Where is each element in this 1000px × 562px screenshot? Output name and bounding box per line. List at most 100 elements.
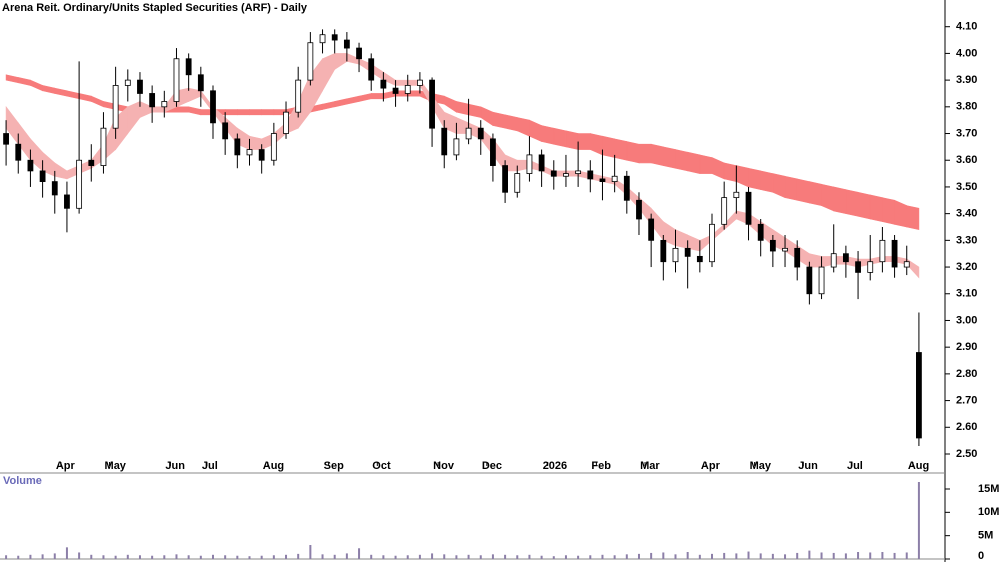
- volume-bar: [893, 552, 896, 559]
- volume-bar: [370, 554, 373, 559]
- ribbon-segment: [188, 106, 202, 116]
- y-tick-label: 3.10: [956, 288, 977, 300]
- ribbon-segment: [809, 181, 822, 207]
- candle-body: [3, 133, 9, 145]
- volume-bar: [394, 555, 397, 559]
- volume-bar: [406, 555, 409, 559]
- ribbon-segment: [663, 146, 676, 169]
- volume-bar: [504, 554, 507, 559]
- ribbon-segment: [322, 101, 336, 110]
- volume-bar: [102, 555, 105, 559]
- volume-bar: [759, 553, 762, 559]
- candle-body: [210, 90, 216, 124]
- ribbon-segment: [334, 98, 348, 108]
- ribbon-segment: [748, 167, 761, 190]
- volume-bar: [698, 554, 701, 559]
- volume-bar: [321, 554, 324, 559]
- ribbon-segment: [833, 186, 847, 215]
- ribbon-segment: [334, 53, 348, 70]
- ribbon-segment: [577, 133, 591, 150]
- volume-bar: [881, 552, 884, 559]
- y-tick-label: 2.80: [956, 368, 977, 380]
- volume-bar: [418, 554, 421, 559]
- candle-body: [64, 194, 70, 209]
- candle-body: [124, 79, 131, 86]
- volume-bar: [382, 555, 385, 559]
- ribbon-segment: [90, 95, 104, 108]
- candle-body: [453, 138, 460, 156]
- volume-bar: [552, 556, 555, 559]
- candle-body: [331, 34, 338, 41]
- ribbon-segment: [711, 157, 725, 180]
- ribbon-segment: [322, 52, 336, 92]
- ribbon-segment: [675, 229, 688, 249]
- volume-bar: [637, 553, 640, 559]
- x-tick-label: Jun: [165, 460, 185, 472]
- candle-body: [88, 159, 95, 166]
- ribbon-segment: [796, 178, 810, 204]
- ribbon-segment: [809, 253, 822, 268]
- candle-body: [258, 149, 265, 161]
- volume-bar: [832, 552, 835, 559]
- x-tick-label: Jul: [847, 460, 863, 472]
- ribbon-segment: [30, 79, 43, 92]
- candle-body: [782, 247, 788, 252]
- volume-bar: [138, 555, 141, 559]
- ribbon-segment: [772, 173, 786, 199]
- ribbon-segment: [602, 135, 615, 158]
- ribbon-segment: [736, 165, 749, 188]
- ribbon-segment: [894, 199, 908, 228]
- ribbon-segment: [675, 149, 688, 172]
- candle-body: [429, 79, 435, 129]
- volume-bar: [431, 553, 434, 559]
- ribbon-segment: [54, 87, 68, 97]
- volume-bar: [211, 554, 214, 559]
- y-tick-label: 3.80: [956, 101, 977, 113]
- candle-body: [745, 191, 752, 225]
- candle-body: [197, 74, 204, 92]
- candles: [3, 29, 922, 446]
- candle-body: [307, 42, 314, 81]
- candle-body: [733, 191, 740, 199]
- candle-body: [441, 127, 448, 156]
- volume-bar: [820, 552, 823, 559]
- y-tick-label: 3.90: [956, 74, 977, 86]
- x-tick-label: Sep: [324, 460, 344, 472]
- volume-tick-label: 10M: [978, 506, 999, 518]
- volume-bar: [272, 555, 275, 559]
- candle-body: [380, 79, 387, 89]
- volume-bar: [917, 482, 920, 559]
- volume-bar: [662, 552, 665, 559]
- candle-body: [39, 170, 46, 182]
- volume-bar: [151, 555, 154, 559]
- volume-bar: [443, 554, 446, 559]
- candle-body: [538, 154, 545, 172]
- candle-body: [794, 247, 801, 268]
- x-tick-label: May: [750, 460, 772, 472]
- volume-bar: [224, 555, 227, 559]
- y-tick-label: 3.20: [956, 261, 977, 273]
- ribbon-segment: [784, 175, 798, 201]
- volume-bar: [528, 554, 531, 559]
- volume-bar: [260, 555, 263, 559]
- ribbon-segment: [553, 127, 567, 148]
- volume-bar: [29, 554, 32, 559]
- candle-body: [672, 247, 679, 263]
- volume-tick-label: 15M: [978, 483, 999, 495]
- candle-body: [502, 165, 508, 193]
- candle-body: [769, 239, 776, 252]
- volume-bar: [114, 555, 117, 559]
- ribbon-segment: [370, 93, 384, 100]
- volume-bar: [5, 555, 8, 559]
- x-tick-label: Dec: [482, 460, 502, 472]
- ribbon-segment: [541, 125, 555, 145]
- candle-body: [392, 87, 399, 94]
- volume-bar: [844, 553, 847, 559]
- chart-title: Arena Reit. Ordinary/Units Stapled Secur…: [2, 2, 308, 14]
- x-tick-label: 2026: [543, 460, 567, 472]
- candle-body: [173, 58, 180, 102]
- candle-body: [696, 255, 703, 263]
- ribbon-segment: [650, 143, 664, 166]
- volume-bar: [808, 550, 811, 559]
- volume-bar: [564, 555, 567, 559]
